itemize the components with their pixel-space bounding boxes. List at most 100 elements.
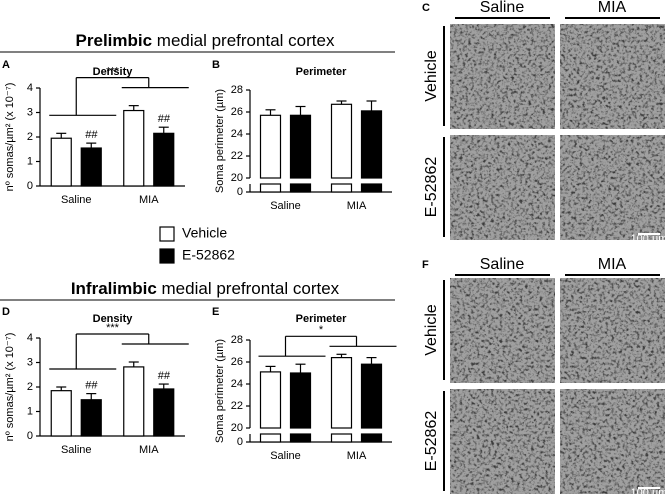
row-label: Vehicle [423, 50, 440, 102]
column-label: MIA [598, 0, 627, 16]
legend-swatch [159, 226, 175, 242]
y-tick-label: 1 [27, 155, 33, 167]
micrograph [560, 389, 665, 494]
chart-title: Perimeter [296, 313, 347, 325]
legend-label: E-52862 [182, 247, 235, 263]
bar [123, 366, 145, 437]
y-tick-label: 4 [27, 82, 33, 94]
bar-lower [259, 433, 282, 443]
y-tick-label: 26 [231, 356, 243, 368]
y-tick-label: 3 [27, 106, 33, 118]
y-tick-label: 3 [27, 356, 33, 368]
bar-lower [259, 183, 282, 193]
x-tick-label: Saline [61, 194, 92, 206]
x-tick-label: MIA [347, 450, 367, 462]
micrograph [560, 135, 665, 240]
annotation: ## [158, 370, 171, 382]
column-label: Saline [480, 0, 525, 16]
panel-letter: C [422, 2, 430, 14]
x-tick-label: Saline [270, 450, 301, 462]
section-title-rest: medial prefrontal cortex [152, 31, 335, 50]
y-tick-label: 4 [27, 332, 33, 344]
annotation: ## [85, 129, 98, 141]
scale-label: 100 µm [631, 487, 668, 496]
micrograph [560, 24, 665, 129]
chart-title: Density [93, 66, 134, 78]
y-tick-label: 0 [237, 436, 243, 448]
row-label: Vehicle [423, 304, 440, 356]
y-tick-label: 1 [27, 405, 33, 417]
micrograph [450, 135, 555, 240]
row-label: E-52862 [423, 411, 440, 472]
micrograph [450, 278, 555, 383]
annotation: ## [85, 380, 98, 392]
x-tick-label: Saline [61, 444, 92, 456]
y-tick-label: 2 [27, 131, 33, 143]
section-title: Prelimbic medial prefrontal cortex [76, 31, 335, 50]
legend-swatch [159, 248, 175, 264]
y-tick-label: 0 [27, 430, 33, 442]
y-tick-label: 22 [231, 400, 243, 412]
bar [153, 132, 175, 187]
bar [153, 388, 175, 437]
bar-lower [360, 183, 383, 193]
y-tick-label: 0 [237, 186, 243, 198]
row-label: E-52862 [423, 157, 440, 218]
bar [289, 372, 312, 429]
bar [330, 103, 353, 179]
annotation: *** [106, 66, 120, 78]
bar [259, 371, 282, 429]
y-axis-label: Soma perimeter (µm) [214, 339, 226, 443]
panel-letter: B [212, 59, 220, 71]
y-tick-label: 20 [231, 422, 243, 434]
bar [80, 399, 102, 437]
chart-title: Perimeter [296, 66, 347, 78]
column-label: MIA [598, 256, 627, 273]
column-label: Saline [480, 256, 525, 273]
bar [80, 147, 102, 187]
panel-letter: D [2, 306, 10, 318]
bar [330, 357, 353, 429]
y-axis-label: Soma perimeter (µm) [214, 89, 226, 193]
y-tick-label: 28 [231, 84, 243, 96]
bar [50, 390, 72, 437]
x-tick-label: MIA [139, 444, 159, 456]
bar-lower [289, 183, 312, 193]
panel-letter: E [212, 306, 219, 318]
section-title-bold: Prelimbic [76, 31, 153, 50]
x-tick-label: MIA [139, 194, 159, 206]
y-tick-label: 24 [231, 128, 243, 140]
annotation: ## [158, 113, 171, 125]
scale-label: 100 µm [631, 233, 668, 245]
y-tick-label: 2 [27, 381, 33, 393]
bar [123, 109, 145, 187]
bar-lower [330, 183, 353, 193]
y-tick-label: 28 [231, 334, 243, 346]
bar [259, 114, 282, 179]
x-tick-label: MIA [347, 200, 367, 212]
y-tick-label: 20 [231, 172, 243, 184]
y-axis-label: nº somas/µm² (x 10⁻⁷) [4, 333, 16, 442]
bar-lower [289, 433, 312, 443]
panel-letter: A [2, 59, 10, 71]
micrograph [450, 389, 555, 494]
section-title-rest: medial prefrontal cortex [157, 279, 340, 298]
chart-title: Density [93, 313, 134, 325]
micrograph [450, 24, 555, 129]
legend-label: Vehicle [182, 225, 227, 241]
section-title-bold: Infralimbic [71, 279, 157, 298]
y-tick-label: 22 [231, 150, 243, 162]
micrograph [560, 278, 665, 383]
y-tick-label: 26 [231, 106, 243, 118]
y-axis-label: nº somas/µm² (x 10⁻⁷) [4, 83, 16, 192]
x-tick-label: Saline [270, 200, 301, 212]
y-tick-label: 24 [231, 378, 243, 390]
bar [360, 110, 383, 179]
bar-lower [330, 433, 353, 443]
annotation: *** [106, 322, 120, 334]
section-title: Infralimbic medial prefrontal cortex [71, 279, 340, 298]
bar [289, 114, 312, 179]
bar [360, 363, 383, 429]
bar [50, 137, 72, 187]
